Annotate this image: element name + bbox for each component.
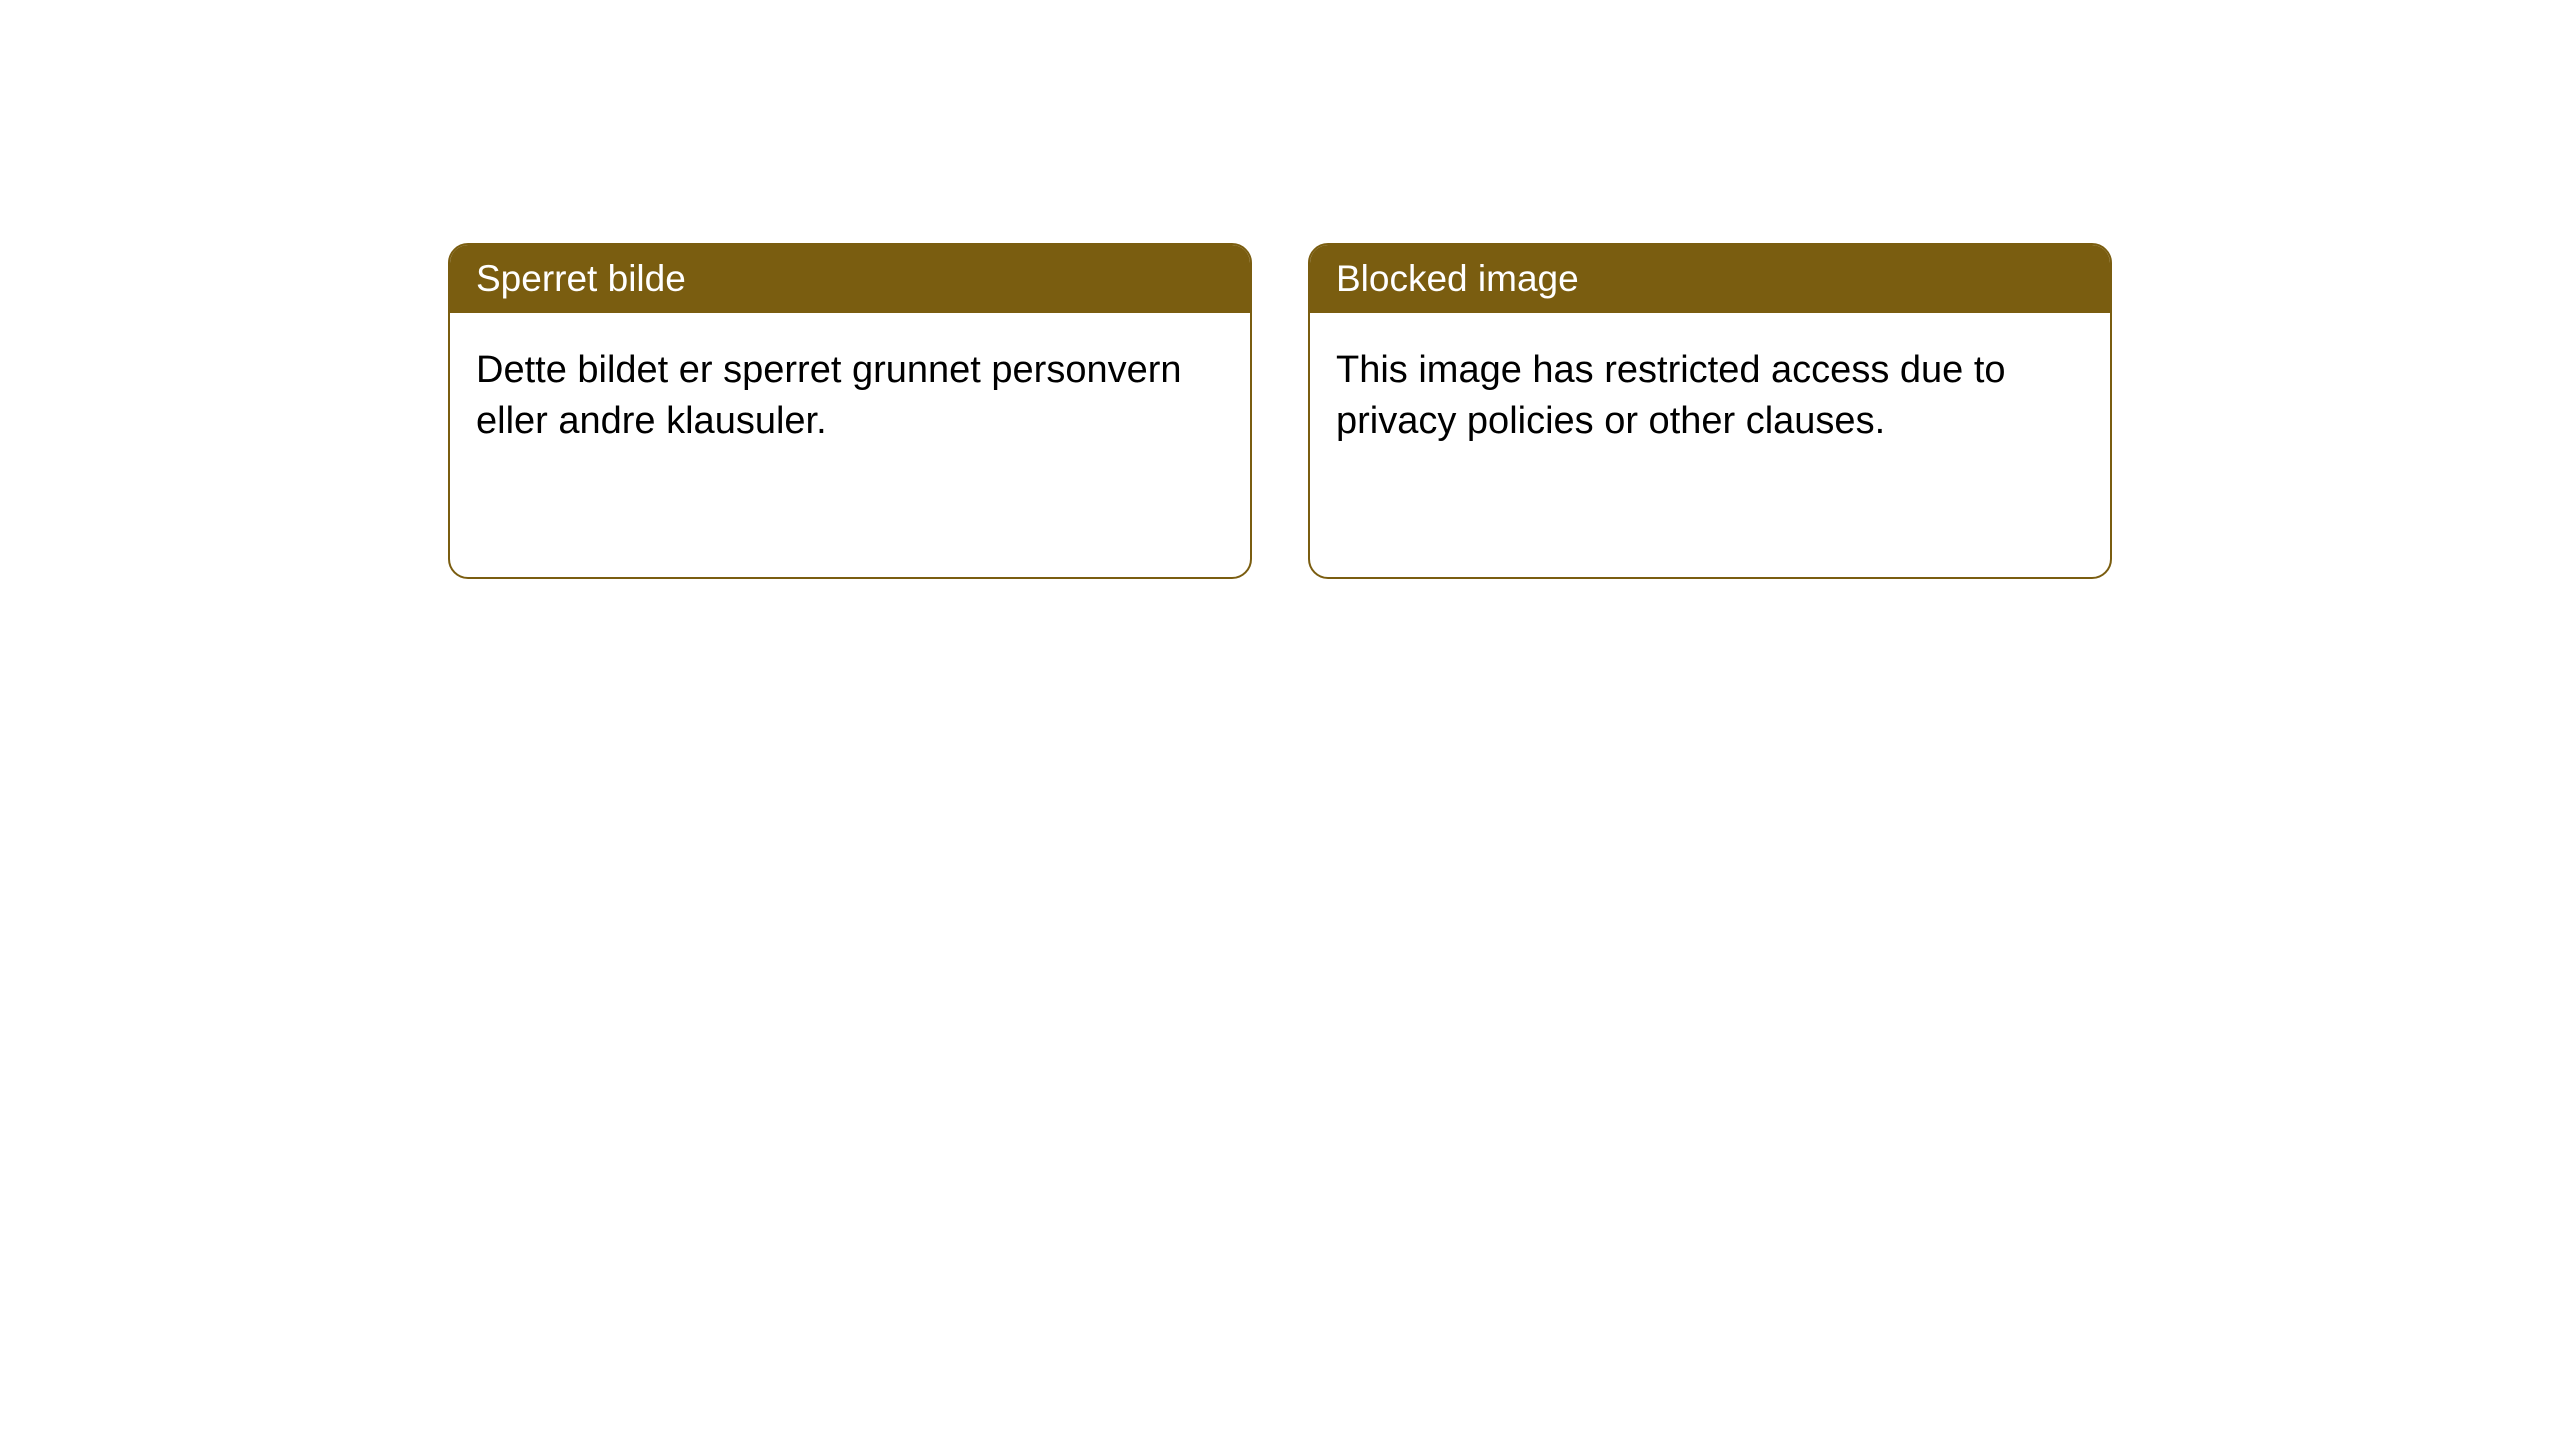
card-body-text: This image has restricted access due to … <box>1336 349 2006 442</box>
notice-cards-container: Sperret bilde Dette bildet er sperret gr… <box>0 0 2560 579</box>
notice-card-english: Blocked image This image has restricted … <box>1308 243 2112 579</box>
card-body: This image has restricted access due to … <box>1310 313 2110 480</box>
card-title: Sperret bilde <box>476 258 686 299</box>
card-header: Sperret bilde <box>450 245 1250 313</box>
card-header: Blocked image <box>1310 245 2110 313</box>
card-body: Dette bildet er sperret grunnet personve… <box>450 313 1250 480</box>
notice-card-norwegian: Sperret bilde Dette bildet er sperret gr… <box>448 243 1252 579</box>
card-body-text: Dette bildet er sperret grunnet personve… <box>476 349 1182 442</box>
card-title: Blocked image <box>1336 258 1579 299</box>
